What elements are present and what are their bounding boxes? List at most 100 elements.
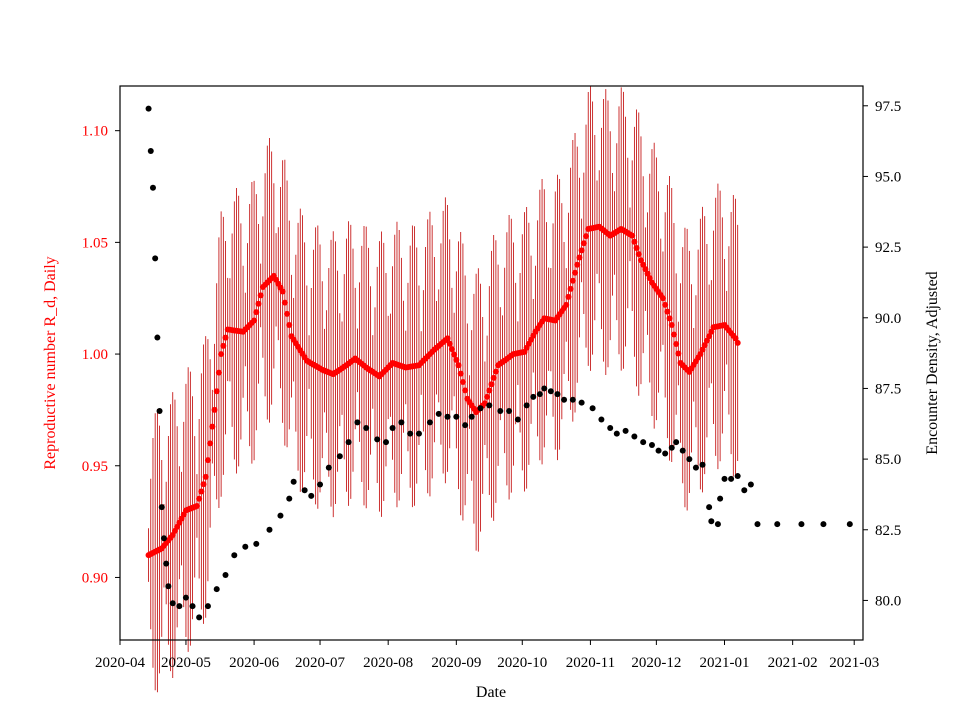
encounter-density-point [145,105,152,112]
x-tick-label: 2020-04 [95,655,145,671]
encounter-density-point [631,433,638,440]
left-y-tick-label: 1.05 [82,235,108,251]
encounter-density-point [728,475,735,482]
reproductive-number-point [281,299,288,306]
reproductive-number-point [706,333,713,340]
encounter-density-point [734,473,741,480]
reproductive-number-point [200,481,207,488]
encounter-density-point [444,413,451,420]
x-tick-label: 2020-08 [363,655,413,671]
reproductive-number-point [675,350,682,357]
encounter-density-point [668,444,675,451]
right-y-tick-label: 97.5 [875,99,901,115]
x-tick-label: 2021-01 [700,655,750,671]
encounter-density-point [204,603,211,610]
encounter-density-point [160,535,167,542]
encounter-density-point [242,543,249,550]
right-y-tick-label: 85.0 [875,452,901,468]
reproductive-number-point [563,301,570,308]
left-y-tick-label: 1.00 [82,347,108,363]
reproductive-number-point [567,285,574,292]
right-y-tick-label: 87.5 [875,381,901,397]
encounter-density-point [578,399,585,406]
encounter-density-point [169,600,176,607]
x-tick-label: 2020-10 [497,655,547,671]
encounter-density-point [541,385,548,392]
reproductive-number-point [255,300,262,307]
encounter-density-point [462,422,469,429]
reproductive-number-point [279,288,286,295]
encounter-density-point [301,487,308,494]
reproductive-number-point [668,322,675,329]
right-y-axis-title: Encounter Density, Adjusted [924,271,941,454]
reproductive-number-point [703,337,710,344]
reproductive-number-point [448,346,455,353]
encounter-density-point [363,425,370,432]
x-tick-label: 2020-06 [229,655,279,671]
reproductive-number-point [666,315,673,322]
x-axis: 2020-04 2020-05 2020-06 2020-07 2020-08 2020-… [95,640,879,671]
encounter-density-point [163,560,170,567]
encounter-density-point [182,594,189,601]
reproductive-number-point [734,339,741,346]
encounter-density-point [345,439,352,446]
encounter-density-point [717,495,724,502]
reproductive-number-point [633,244,640,251]
encounter-density-point [506,408,513,415]
encounter-density-point [820,521,827,528]
right-y-axis: 80.0 82.5 85.0 87.5 90.0 92.5 95.0 97.5 [863,99,901,609]
encounter-density-point [389,425,396,432]
encounter-density-point [426,419,433,426]
encounter-density-point [156,408,163,415]
encounter-density-point [569,396,576,403]
encounter-density-point [165,583,172,590]
reproductive-number-point [251,317,258,324]
left-y-tick-label: 0.90 [82,570,108,586]
reproductive-number-point [699,346,706,353]
encounter-density-point [640,439,647,446]
reproductive-number-point [578,247,585,254]
encounter-density-point [222,571,229,578]
reproductive-number-point [198,488,205,495]
left-y-tick-label: 0.95 [82,459,108,475]
reproductive-number-point [708,328,715,335]
reproductive-number-point [286,322,293,329]
plot-frame [119,85,864,641]
right-y-tick-label: 90.0 [875,311,901,327]
encounter-density-point [589,405,596,412]
encounter-density-point [846,521,853,528]
reproductive-number-point [204,457,211,464]
encounter-density-point [407,430,414,437]
reproductive-number-series [145,223,741,559]
reproductive-number-point [572,269,579,276]
encounter-density-point [648,441,655,448]
reproductive-number-point [253,309,260,316]
left-y-axis: 0.90 0.95 1.00 1.05 1.10 [82,124,120,586]
reproductive-number-point [444,335,451,342]
encounter-density-point [308,492,315,499]
encounter-density-point [714,521,721,528]
reproductive-number-point [644,270,651,277]
encounter-density-point [655,447,662,454]
encounter-density-point [741,487,748,494]
encounter-density-point [189,603,196,610]
reproductive-number-point [218,351,225,358]
reproductive-number-point [446,340,453,347]
encounter-density-point [149,184,156,191]
encounter-density-point [176,603,183,610]
encounter-density-point [673,439,680,446]
encounter-density-point [547,388,554,395]
reproductive-number-point [673,341,680,348]
x-axis-title: Date [476,684,506,701]
reproductive-number-point [488,381,495,388]
reproductive-number-point [257,292,264,299]
encounter-density-point [317,481,324,488]
encounter-density-point [774,521,781,528]
encounter-density-point [325,464,332,471]
encounter-density-point [290,478,297,485]
encounter-density-point [336,453,343,460]
encounter-density-point [231,552,238,559]
reproductive-number-point [635,251,642,258]
encounter-density-point [382,439,389,446]
encounter-density-point [453,413,460,420]
